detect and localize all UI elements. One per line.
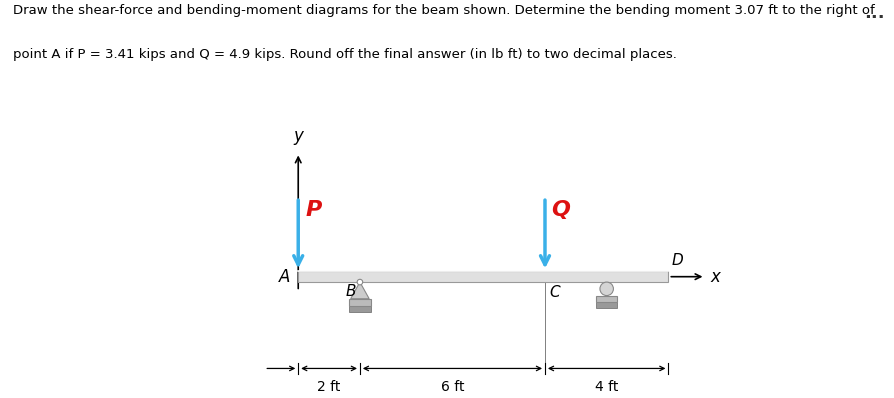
Text: Draw the shear-force and bending-moment diagrams for the beam shown. Determine t: Draw the shear-force and bending-moment …	[13, 4, 874, 17]
Text: B: B	[345, 284, 356, 299]
Text: C: C	[549, 285, 560, 300]
Bar	[349, 299, 371, 306]
Text: D: D	[670, 253, 682, 267]
Circle shape	[599, 282, 612, 296]
Polygon shape	[350, 282, 368, 299]
Bar	[595, 296, 617, 302]
Text: Q: Q	[551, 200, 569, 220]
Text: P: P	[306, 200, 322, 220]
Circle shape	[357, 279, 362, 285]
Bar	[349, 306, 371, 312]
Text: 2 ft: 2 ft	[317, 380, 341, 394]
Text: y: y	[293, 127, 303, 145]
Text: x: x	[709, 268, 719, 286]
Text: point A if P = 3.41 kips and Q = 4.9 kips. Round off the final answer (in lb ft): point A if P = 3.41 kips and Q = 4.9 kip…	[13, 48, 677, 61]
Bar	[298, 271, 668, 282]
Text: 6 ft: 6 ft	[440, 380, 464, 394]
Text: A: A	[279, 268, 291, 286]
Text: ...: ...	[863, 4, 883, 22]
Bar	[595, 302, 617, 308]
Text: 4 ft: 4 ft	[595, 380, 618, 394]
